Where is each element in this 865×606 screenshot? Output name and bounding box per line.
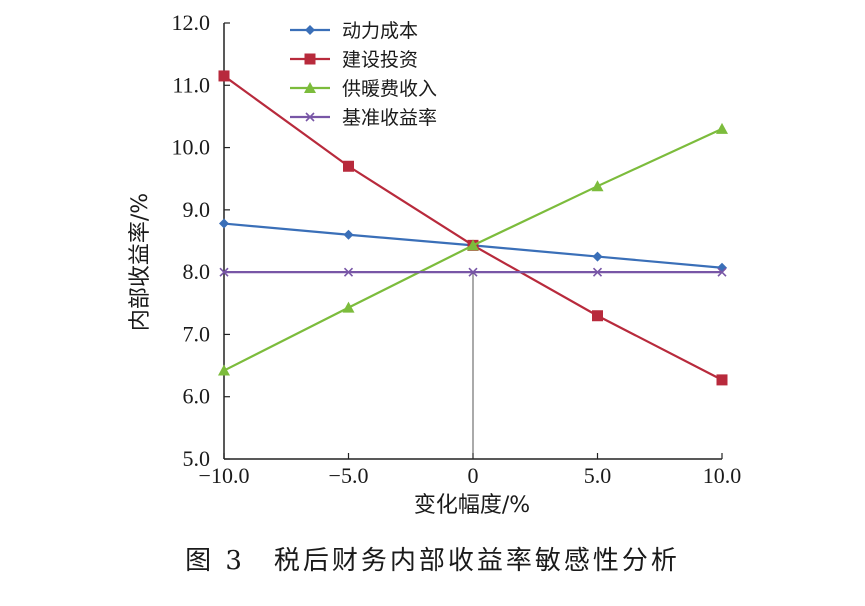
- x-tick-label: 0: [468, 463, 479, 488]
- series-3: [218, 122, 728, 376]
- data-point: [591, 180, 604, 192]
- y-tick-label: 12.0: [172, 10, 211, 35]
- x-tick-label: −5.0: [329, 463, 369, 488]
- data-point: [717, 267, 727, 277]
- legend-item: 基准收益率: [290, 107, 437, 129]
- data-point: [592, 310, 603, 322]
- data-point: [343, 229, 354, 240]
- legend-item: 动力成本: [290, 20, 418, 42]
- legend-label: 供暖费收入: [342, 78, 437, 100]
- x-tick-label: −10.0: [199, 463, 250, 488]
- legend-marker: [305, 25, 315, 35]
- chart: 5.0 6.0 7.0 8.0 9.0 10.0 11.0 12.0 −10.0 −5.0 0 5.0…: [128, 10, 742, 518]
- data-point: [219, 218, 229, 229]
- data-point: [592, 251, 603, 262]
- x-tick-label: 10.0: [703, 463, 742, 488]
- data-point: [218, 364, 230, 376]
- legend-item: 建设投资: [290, 49, 418, 71]
- tick-labels: 5.0 6.0 7.0 8.0 9.0 10.0 11.0 12.0 −10.0 −5.0 0 5.0…: [172, 10, 742, 488]
- legend-label: 基准收益率: [342, 107, 437, 129]
- data-point: [343, 160, 354, 172]
- legend-marker: [304, 82, 316, 93]
- y-tick-label: 7.0: [183, 321, 211, 346]
- data-point: [219, 267, 229, 277]
- y-tick-label: 5.0: [183, 446, 211, 471]
- y-tick-label: 6.0: [183, 384, 211, 409]
- series-group: [218, 70, 728, 386]
- x-axis-title: 变化幅度/%: [414, 493, 530, 518]
- legend-marker: [304, 53, 316, 65]
- y-tick-label: 8.0: [183, 259, 211, 284]
- y-tick-label: 10.0: [172, 135, 211, 160]
- legend-item: 供暖费收入: [290, 78, 437, 100]
- data-point: [342, 301, 355, 313]
- legend-label: 动力成本: [342, 20, 418, 42]
- series-4: [219, 267, 727, 277]
- legend-label: 建设投资: [342, 49, 418, 71]
- y-axis-title: 内部收益率/%: [128, 193, 153, 331]
- data-point: [468, 267, 478, 277]
- data-point: [716, 122, 728, 134]
- data-point: [716, 374, 728, 386]
- legend-marker: [305, 112, 315, 122]
- data-point: [467, 239, 479, 251]
- x-tick-label: 5.0: [584, 463, 612, 488]
- data-point: [343, 267, 354, 277]
- data-point: [218, 70, 230, 82]
- figure-caption: 图 3 税后财务内部收益率敏感性分析: [185, 546, 680, 576]
- data-point: [592, 267, 603, 277]
- y-tick-label: 9.0: [183, 197, 211, 222]
- y-tick-label: 11.0: [172, 72, 210, 97]
